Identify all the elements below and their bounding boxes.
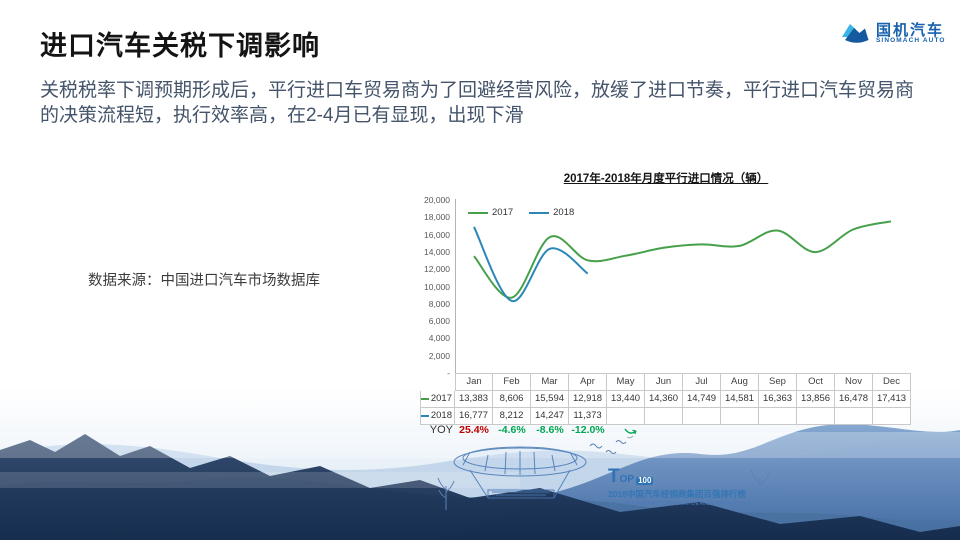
data-source-note: 数据来源：中国进口汽车市场数据库 bbox=[88, 273, 320, 289]
body-paragraph: 关税税率下调预期形成后，平行进口车贸易商为了回避经营风险，放缓了进口节奏，平行进… bbox=[40, 78, 935, 128]
y-tick-label: 18,000 bbox=[424, 212, 450, 223]
legend-line-icon bbox=[529, 211, 550, 214]
yoy-value: -4.6% bbox=[498, 424, 526, 436]
y-tick-label: - bbox=[447, 368, 450, 378]
line-chart-plot bbox=[473, 220, 892, 302]
table-value-cell bbox=[797, 408, 835, 425]
y-tick-label: 16,000 bbox=[424, 229, 450, 240]
month-header-cell: Jan bbox=[455, 373, 493, 391]
yoy-row: YOY 25.4% -4.6% -8.6% -12.0% bbox=[420, 424, 920, 440]
legend-label: 2018 bbox=[553, 207, 575, 218]
table-corner-cell bbox=[420, 373, 455, 389]
y-tick-label: 10,000 bbox=[424, 281, 450, 292]
table-value-cell: 14,581 bbox=[721, 391, 759, 408]
chart-title: 2017年-2018年月度平行进口情况（辆） bbox=[563, 173, 769, 185]
emblem-t: T bbox=[608, 466, 620, 487]
logo-name: 国机汽车 bbox=[876, 21, 945, 39]
y-tick-label: 6,000 bbox=[428, 316, 450, 327]
month-header-cell: Jul bbox=[683, 373, 721, 391]
sinomach-logo: 国机汽车 SINOMACH AUTO bbox=[840, 20, 946, 48]
table-value-cell: 16,777 bbox=[455, 408, 493, 425]
logo-subtitle: SINOMACH AUTO bbox=[876, 37, 946, 45]
y-tick-label: 20,000 bbox=[424, 195, 450, 205]
month-header-cell: Jun bbox=[645, 373, 683, 391]
table-value-cell: 12,918 bbox=[569, 391, 607, 408]
yoy-value: 25.4% bbox=[459, 424, 489, 436]
emblem-chinese-line: 2018中国汽车经销商集团百强排行榜 bbox=[608, 489, 746, 499]
y-tick-label: 4,000 bbox=[428, 333, 450, 344]
table-value-cell: 13,440 bbox=[607, 391, 645, 408]
month-header-cell: Sep bbox=[759, 373, 797, 391]
row-label-2017: 2017 bbox=[420, 391, 455, 408]
row-label-text: 2018 bbox=[430, 410, 452, 421]
month-header-cell: Dec bbox=[873, 373, 911, 391]
table-value-cell: 15,594 bbox=[531, 391, 569, 408]
row-label-text: 2017 bbox=[430, 393, 452, 404]
row-line-icon bbox=[421, 398, 429, 400]
y-tick-label: 12,000 bbox=[424, 264, 450, 275]
trend-swoosh-icon bbox=[624, 428, 637, 439]
yoy-value: -8.6% bbox=[536, 424, 564, 436]
table-value-cell: 14,247 bbox=[531, 408, 569, 425]
table-value-cell: 13,856 bbox=[797, 391, 835, 408]
table-value-cell: 14,749 bbox=[683, 391, 721, 408]
page-title: 进口汽车关税下调影响 bbox=[40, 31, 320, 61]
chart-y-axis-line bbox=[455, 199, 456, 373]
top100-emblem: T OP 100 2018中国汽车经销商集团百强排行榜 LIST OF CHINA … bbox=[608, 467, 752, 507]
table-value-cell bbox=[759, 408, 797, 425]
table-value-cell bbox=[835, 408, 873, 425]
table-value-cell bbox=[683, 408, 721, 425]
legend-item-2017: 2017 bbox=[468, 207, 513, 218]
table-value-cell bbox=[645, 408, 683, 425]
chart-legend: 2017 2018 bbox=[468, 207, 574, 218]
line-2018 bbox=[473, 226, 589, 302]
y-tick-label: 8,000 bbox=[428, 298, 450, 309]
month-header-cell: May bbox=[607, 373, 645, 391]
table-value-cell: 13,383 bbox=[455, 391, 493, 408]
month-header-cell: Nov bbox=[835, 373, 873, 391]
emblem-100-badge: 100 bbox=[636, 476, 654, 485]
table-value-cell: 16,478 bbox=[835, 391, 873, 408]
month-header-cell: Mar bbox=[531, 373, 569, 391]
body-line-1: 关税税率下调预期形成后，平行进口车贸易商为了回避经营风险，放缓了进口节奏，平行进… bbox=[40, 80, 915, 101]
table-value-cell bbox=[873, 408, 911, 425]
table-value-cell: 8,606 bbox=[493, 391, 531, 408]
sinomach-logo-icon bbox=[842, 24, 869, 43]
legend-item-2018: 2018 bbox=[529, 207, 574, 218]
emblem-english-line: LIST OF CHINA AUTOMOBILE DEALER GROUP 20… bbox=[608, 501, 753, 507]
table-value-cell: 16,363 bbox=[759, 391, 797, 408]
table-value-cell: 11,373 bbox=[569, 408, 607, 425]
month-header-cell: Apr bbox=[569, 373, 607, 391]
row-line-icon bbox=[421, 415, 429, 417]
y-tick-label: 2,000 bbox=[428, 350, 450, 361]
table-value-cell: 8,212 bbox=[493, 408, 531, 425]
month-header-cell: Feb bbox=[493, 373, 531, 391]
monthly-data-table: Jan Feb Mar Apr May Jun Jul Aug Sep Oct Nov Dec 2017… bbox=[420, 373, 911, 425]
legend-line-icon bbox=[468, 211, 488, 214]
y-tick-label: 14,000 bbox=[424, 246, 450, 257]
yoy-value: -12.0% bbox=[571, 424, 605, 436]
table-value-cell: 14,360 bbox=[645, 391, 683, 408]
legend-label: 2017 bbox=[492, 207, 514, 218]
body-line-2: 的决策流程短，执行效率高，在2-4月已有显现，出现下滑 bbox=[40, 105, 524, 126]
table-value-cell: 17,413 bbox=[873, 391, 911, 408]
table-value-cell bbox=[607, 408, 645, 425]
stadium-sketch-image bbox=[437, 440, 783, 510]
table-value-cell bbox=[721, 408, 759, 425]
emblem-op: OP bbox=[619, 474, 635, 485]
month-header-cell: Aug bbox=[721, 373, 759, 391]
chart-y-axis: 20,000 18,000 16,000 14,000 12,000 10,000 8,00… bbox=[414, 195, 450, 380]
yoy-label: YOY bbox=[429, 424, 453, 436]
row-label-2018: 2018 bbox=[420, 408, 455, 425]
line-2017 bbox=[473, 220, 892, 299]
month-header-cell: Oct bbox=[797, 373, 835, 391]
